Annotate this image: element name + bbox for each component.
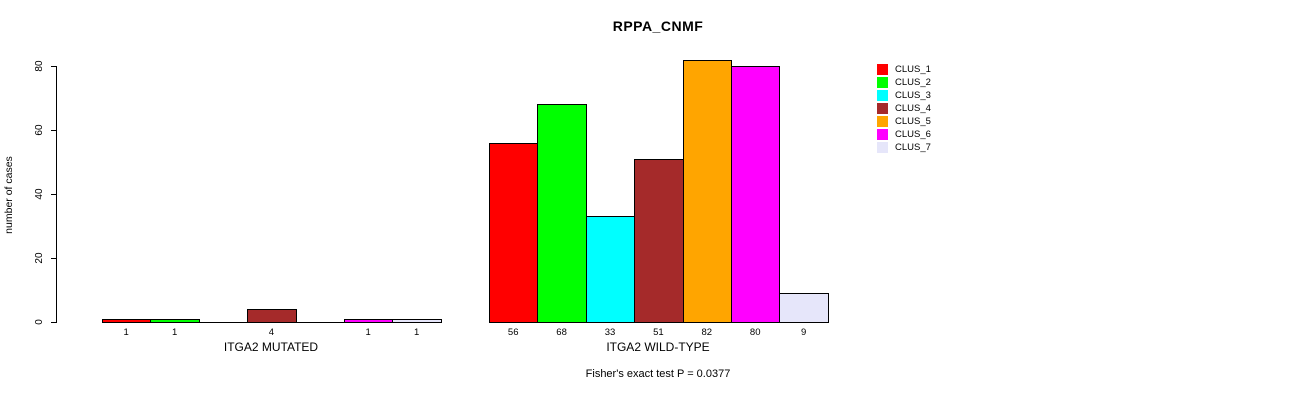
group-label-mutated: ITGA2 MUTATED (223, 340, 319, 354)
legend-item-clus_7: CLUS_7 (877, 141, 931, 154)
legend-swatch-icon (877, 142, 888, 153)
y-tick-mark (51, 66, 57, 67)
legend: CLUS_1 CLUS_2 CLUS_3 CLUS_4 CLUS_5 CLUS_6 CLUS… (877, 63, 931, 154)
bar-clus_5 (682, 59, 732, 323)
bar-clus_3-zero (198, 322, 249, 323)
bar-value-label: 80 (749, 327, 761, 338)
legend-swatch-icon (877, 129, 888, 140)
legend-label: CLUS_7 (895, 142, 931, 153)
legend-swatch-icon (877, 116, 888, 127)
y-tick-mark (51, 322, 57, 323)
bar-clus_6 (731, 66, 781, 323)
bar-value-label: 33 (604, 327, 616, 338)
group-label-wildtype: ITGA2 WILD-TYPE (606, 340, 710, 354)
legend-item-clus_6: CLUS_6 (877, 128, 931, 141)
legend-label: CLUS_6 (895, 129, 931, 140)
y-tick-label: 40 (34, 188, 45, 200)
legend-label: CLUS_3 (895, 90, 931, 101)
bar-value-label: 1 (171, 327, 178, 338)
y-tick-mark (51, 194, 57, 195)
bar-value-label: 1 (365, 327, 371, 338)
y-axis-title: number of cases (3, 156, 15, 234)
legend-label: CLUS_5 (895, 116, 931, 127)
bar-value-label: 9 (800, 327, 807, 338)
bar-value-label: 56 (507, 327, 519, 338)
legend-swatch-icon (877, 77, 888, 88)
y-tick-label: 20 (34, 252, 45, 264)
bar-clus_1 (102, 318, 152, 323)
chart-title: RPPA_CNMF (612, 18, 704, 34)
bar-clus_4 (247, 309, 297, 323)
legend-item-clus_4: CLUS_4 (877, 102, 931, 115)
bar-value-label: 68 (556, 327, 567, 338)
legend-swatch-icon (877, 90, 888, 101)
bar-clus_4 (634, 158, 684, 323)
bar-value-label: 1 (413, 327, 420, 338)
legend-item-clus_2: CLUS_2 (877, 76, 931, 89)
bar-clus_5-zero (295, 322, 345, 323)
bar-value-label: 1 (123, 327, 129, 338)
legend-item-clus_3: CLUS_3 (877, 89, 931, 102)
legend-label: CLUS_4 (895, 103, 931, 114)
legend-swatch-icon (877, 103, 888, 114)
bar-value-label: 82 (701, 327, 713, 338)
y-tick-label: 60 (34, 124, 45, 136)
y-tick-label: 80 (34, 60, 45, 72)
legend-label: CLUS_2 (895, 77, 931, 88)
bar-value-label: 4 (268, 327, 275, 338)
bar-clus_7 (392, 318, 442, 323)
legend-label: CLUS_1 (895, 64, 931, 75)
bar-clus_6 (344, 318, 394, 323)
bar-clus_3 (585, 216, 636, 323)
fisher-test-annotation: Fisher's exact test P = 0.0377 (585, 368, 731, 380)
y-tick-label: 0 (34, 319, 45, 325)
bar-clus_7 (779, 293, 829, 323)
bar-value-label: 51 (653, 327, 664, 338)
y-tick-mark (51, 130, 57, 131)
legend-item-clus_5: CLUS_5 (877, 115, 931, 128)
y-tick-mark (51, 258, 57, 259)
legend-item-clus_1: CLUS_1 (877, 63, 931, 76)
bar-clus_2 (537, 104, 587, 323)
legend-swatch-icon (877, 64, 888, 75)
bar-clus_1 (489, 142, 539, 323)
bar-clus_2 (150, 318, 200, 323)
